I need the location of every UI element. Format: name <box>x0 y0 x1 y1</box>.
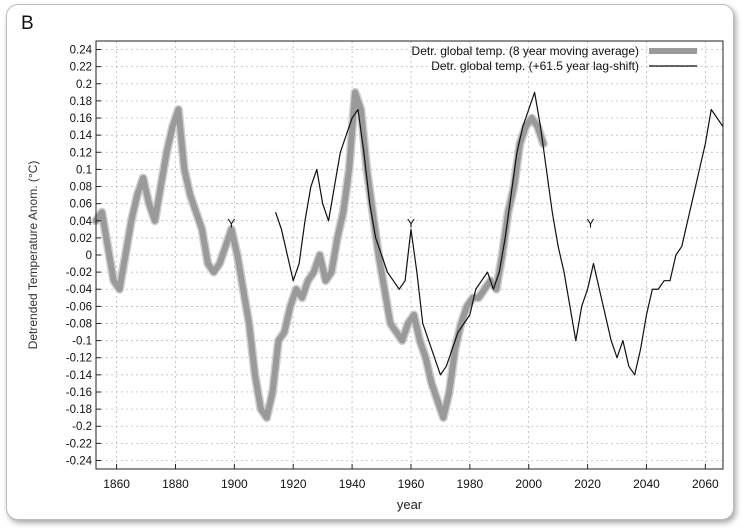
x-tick-label: 1880 <box>162 477 189 491</box>
annotation-label: Y <box>587 217 595 231</box>
x-tick-label: 2040 <box>633 477 660 491</box>
series-layer <box>91 87 724 423</box>
annotation-label: Y <box>227 217 235 231</box>
y-tick-label: 0.1 <box>76 164 92 176</box>
legend-label-lag-shift: Detr. global temp. (+61.5 year lag-shift… <box>431 59 639 73</box>
x-tick-label: 1940 <box>339 477 366 491</box>
y-tick-label: 0.14 <box>70 130 93 142</box>
y-axis-label: Detrended Temperature Anom. (°C) <box>26 161 40 350</box>
y-tick-label: 0.2 <box>76 79 92 91</box>
y-tick-label: -0.12 <box>66 353 92 365</box>
series-moving-average-line <box>93 89 547 421</box>
x-tick-label: 1960 <box>398 477 425 491</box>
y-tick-label: 0.12 <box>70 147 92 159</box>
annotation-label: Y <box>407 217 415 231</box>
y-tick-label: -0.16 <box>66 387 92 399</box>
y-tick-label: -0.24 <box>66 455 93 467</box>
y-tick-label: 0.02 <box>70 233 92 245</box>
y-tick-label: 0.16 <box>70 113 92 125</box>
x-tick-label: 1920 <box>280 477 307 491</box>
y-tick-label: -0.06 <box>66 301 92 313</box>
x-tick-label: 1860 <box>103 477 130 491</box>
y-tick-label: -0.18 <box>66 404 92 416</box>
y-tick-label: 0.18 <box>70 96 92 108</box>
y-tick-label: 0 <box>86 250 92 262</box>
y-tick-label: -0.14 <box>66 370 93 382</box>
grid <box>96 41 723 469</box>
x-tick-label: 2020 <box>574 477 601 491</box>
y-tick-label: -0.08 <box>66 318 92 330</box>
plot-border <box>95 40 724 470</box>
y-tick-label: -0.2 <box>72 421 92 433</box>
y-tick-label: -0.22 <box>66 438 92 450</box>
y-tick-label: 0.22 <box>70 62 92 74</box>
x-axis-label: year <box>397 497 423 512</box>
x-tick-label: 2060 <box>692 477 719 491</box>
y-tick-label: -0.1 <box>72 336 92 348</box>
chart-panel: 0.24 0.22 0.2 0.18 0.16 0.14 0.12 0.1 0.08 0.06 0.… <box>6 4 734 520</box>
panel-label: B <box>21 13 34 34</box>
y-tick-label: 0.06 <box>70 199 92 211</box>
x-tick-label: 1980 <box>456 477 483 491</box>
tick-labels: 0.24 0.22 0.2 0.18 0.16 0.14 0.12 0.1 0.08 0.06 0.… <box>66 45 719 491</box>
legend: Detr. global temp. (8 year moving averag… <box>412 44 697 73</box>
line-chart: 0.24 0.22 0.2 0.18 0.16 0.14 0.12 0.1 0.08 0.06 0.… <box>26 40 724 512</box>
legend-label-moving-average: Detr. global temp. (8 year moving averag… <box>412 44 639 58</box>
series-lag-shift-line <box>274 91 724 376</box>
y-tick-label: 0.04 <box>70 216 93 228</box>
x-tick-label: 1900 <box>221 477 248 491</box>
y-tick-label: -0.02 <box>66 267 92 279</box>
x-tick-label: 2000 <box>515 477 542 491</box>
y-tick-label: 0.08 <box>70 182 92 194</box>
y-tick-label: 0.24 <box>70 45 93 57</box>
y-tick-label: -0.04 <box>66 284 93 296</box>
